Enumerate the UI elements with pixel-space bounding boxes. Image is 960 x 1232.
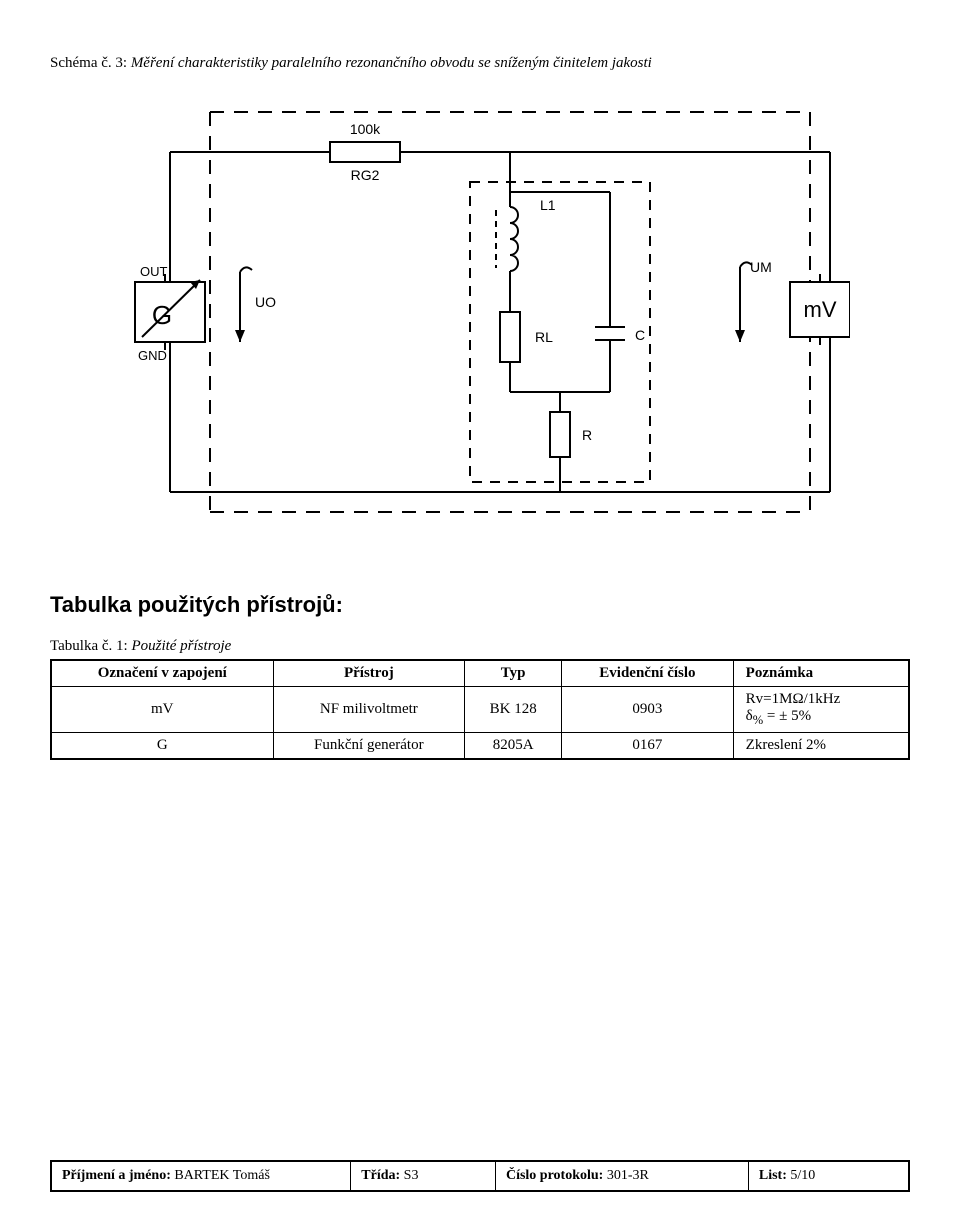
cell-ev: 0167 [562,733,733,760]
col-note: Poznámka [733,660,909,687]
circuit-diagram: G OUT GND 100k RG2 mV UO [110,92,850,532]
footer-name-value: BARTEK Tomáš [174,1168,270,1183]
mv-meter-label: mV [804,297,837,322]
footer-page-label: List: [759,1168,791,1183]
col-ev: Evidenční číslo [562,660,733,687]
footer-page-value: 5/10 [790,1168,815,1183]
table-caption-lead: Tabulka č. 1: [50,638,131,654]
footer-name-label: Příjmení a jméno: [62,1168,174,1183]
footer-class: Třída: S3 [351,1162,496,1190]
r-label: R [582,427,592,443]
circuit-diagram-container: G OUT GND 100k RG2 mV UO [50,92,910,532]
instruments-heading: Tabulka použitých přístrojů: [50,592,910,618]
cell-instr: Funkční generátor [273,733,465,760]
footer-class-label: Třída: [361,1168,403,1183]
cell-instr: NF milivoltmetr [273,687,465,733]
footer-class-value: S3 [404,1168,419,1183]
table-body: mV NF milivoltmetr BK 128 0903 Rv=1MΩ/1k… [51,687,909,760]
footer-protocol: Číslo protokolu: 301-3R [496,1162,749,1190]
table-header-row: Označení v zapojení Přístroj Typ Evidenč… [51,660,909,687]
col-instr: Přístroj [273,660,465,687]
gnd-label: GND [138,348,167,363]
out-label: OUT [140,264,168,279]
cell-note: Rv=1MΩ/1kHzδ% = ± 5% [733,687,909,733]
table-caption: Tabulka č. 1: Použité přístroje [50,638,910,655]
caption-lead: Schéma č. 3: [50,55,131,71]
rg2-value: 100k [350,121,381,137]
table-row: mV NF milivoltmetr BK 128 0903 Rv=1MΩ/1k… [51,687,909,733]
col-type: Typ [465,660,562,687]
footer-name: Příjmení a jméno: BARTEK Tomáš [52,1162,351,1190]
table-caption-body: Použité přístroje [131,638,231,654]
footer-page: List: 5/10 [749,1162,908,1190]
cell-mark: G [51,733,273,760]
um-label: UM [750,259,772,275]
footer-row: Příjmení a jméno: BARTEK Tomáš Třída: S3… [50,1160,910,1192]
table-row: G Funkční generátor 8205A 0167 Zkreslení… [51,733,909,760]
c-label: C [635,327,645,343]
cell-ev: 0903 [562,687,733,733]
instruments-table: Označení v zapojení Přístroj Typ Evidenč… [50,659,910,760]
cell-mark: mV [51,687,273,733]
schematic-caption: Schéma č. 3: Měření charakteristiky para… [50,55,910,72]
l1-label: L1 [540,197,556,213]
caption-body: Měření charakteristiky paralelního rezon… [131,55,652,71]
uo-label: UO [255,294,276,310]
footer-protocol-label: Číslo protokolu: [506,1168,607,1183]
rg2-name: RG2 [351,167,380,183]
rl-label: RL [535,329,553,345]
cell-note: Zkreslení 2% [733,733,909,760]
cell-type: 8205A [465,733,562,760]
footer-protocol-value: 301-3R [607,1168,649,1183]
col-mark: Označení v zapojení [51,660,273,687]
cell-type: BK 128 [465,687,562,733]
